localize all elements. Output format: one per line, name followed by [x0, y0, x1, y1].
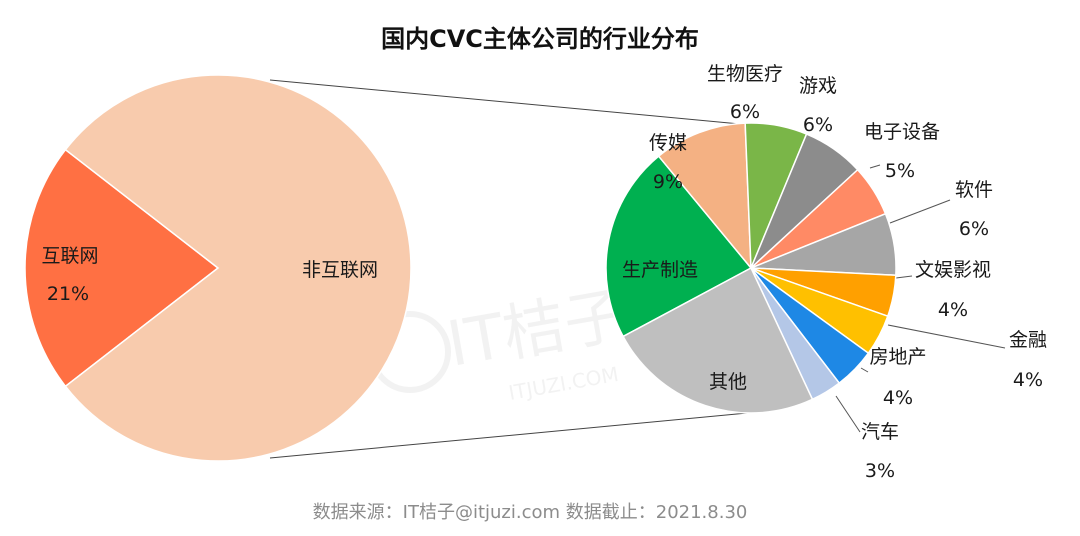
right-pie-label-slice-3: 游戏	[799, 75, 837, 97]
right-pie-label-slice-10: 其他	[709, 371, 747, 393]
right-pie-label-slice-4: 电子设备	[864, 121, 940, 143]
left-pie-slice-1	[64, 74, 412, 462]
right-pie-value-slice-6: 4%	[938, 299, 968, 321]
right-pie-label-slice-7: 金融	[1009, 329, 1047, 351]
left-pie-label-slice-0: 互联网	[41, 245, 98, 267]
right-pie-value-slice-4: 5%	[885, 160, 915, 182]
right-pie-value-slice-3: 6%	[803, 114, 833, 136]
right-pie-leader-slice-5	[889, 199, 951, 224]
right-pie-leader-slice-8	[860, 367, 869, 373]
connector-line-top	[269, 79, 741, 125]
right-pie-label-slice-9: 汽车	[861, 421, 899, 443]
right-pie-label-slice-2: 生物医疗	[707, 63, 783, 85]
right-pie-slice-10	[622, 266, 814, 414]
right-pie-slice-1	[657, 122, 752, 271]
right-pie-value-slice-1: 9%	[653, 171, 683, 193]
right-pie-leader-slice-7	[887, 324, 1006, 349]
right-pie-leader-slice-4	[869, 164, 881, 169]
right-pie-label-slice-0: 生产制造	[622, 259, 698, 281]
right-pie-label-slice-5: 软件	[955, 179, 993, 201]
chart-title: 国内CVC主体公司的行业分布	[381, 25, 699, 53]
left-pie-slice-0	[24, 148, 220, 388]
right-pie-slice-0	[605, 155, 753, 338]
right-pie-leader-slice-9	[835, 395, 861, 433]
right-pie-value-slice-5: 6%	[959, 218, 989, 240]
right-pie-leader-slice-6	[895, 275, 913, 279]
right-pie-label-slice-6: 文娱影视	[915, 259, 991, 281]
right-pie-label-slice-1: 传媒	[649, 132, 687, 154]
left-pie-label-slice-1: 非互联网	[302, 259, 378, 281]
connector-line-bottom	[269, 411, 759, 459]
watermark: IT桔子 ITJUZI.COM	[369, 278, 632, 405]
right-pie-value-slice-7: 4%	[1013, 369, 1043, 391]
source-note: 数据来源：IT桔子@itjuzi.com 数据截止：2021.8.30	[313, 502, 748, 523]
right-pie-value-slice-8: 4%	[883, 387, 913, 409]
right-pie-value-slice-9: 3%	[865, 460, 895, 482]
right-pie-label-slice-8: 房地产	[869, 346, 926, 368]
right-pie-value-slice-2: 6%	[730, 101, 760, 123]
left-pie-value-slice-0: 21%	[47, 283, 89, 305]
